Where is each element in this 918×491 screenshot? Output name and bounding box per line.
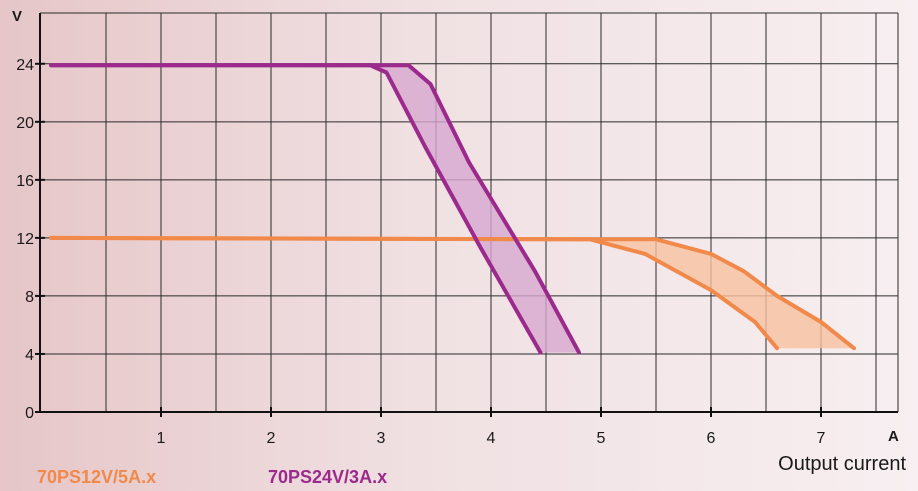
y-tick-label: 16 [16,173,34,190]
x-tick-label: 3 [377,430,386,447]
y-axis-unit: V [12,8,22,25]
x-tick-label: 5 [597,430,606,447]
y-tick-label: 12 [16,231,34,248]
x-tick-label: 7 [817,430,826,447]
series-line-1-1 [49,63,581,355]
y-tick-label: 20 [16,115,34,132]
series-band-0 [51,237,854,349]
x-tick-label: 6 [707,430,716,447]
y-tick-label: 8 [25,289,34,306]
y-tick-label: 4 [25,347,34,364]
x-tick-label: 4 [487,430,496,447]
y-tick-label: 24 [16,57,34,74]
legend-label-70ps12v: 70PS12V/5A.x [37,467,156,487]
series-line-0-1 [49,235,856,351]
y-tick-label: 0 [25,405,34,422]
x-axis-label: Output current [778,453,906,475]
legend-label-70ps24v: 70PS24V/3A.x [268,467,387,487]
chart-bands [51,65,854,353]
series-band-1 [51,65,579,353]
x-tick-label: 2 [267,430,276,447]
x-axis-unit: A [888,428,899,445]
x-tick-label: 1 [157,430,166,447]
chart-lines [49,63,856,355]
